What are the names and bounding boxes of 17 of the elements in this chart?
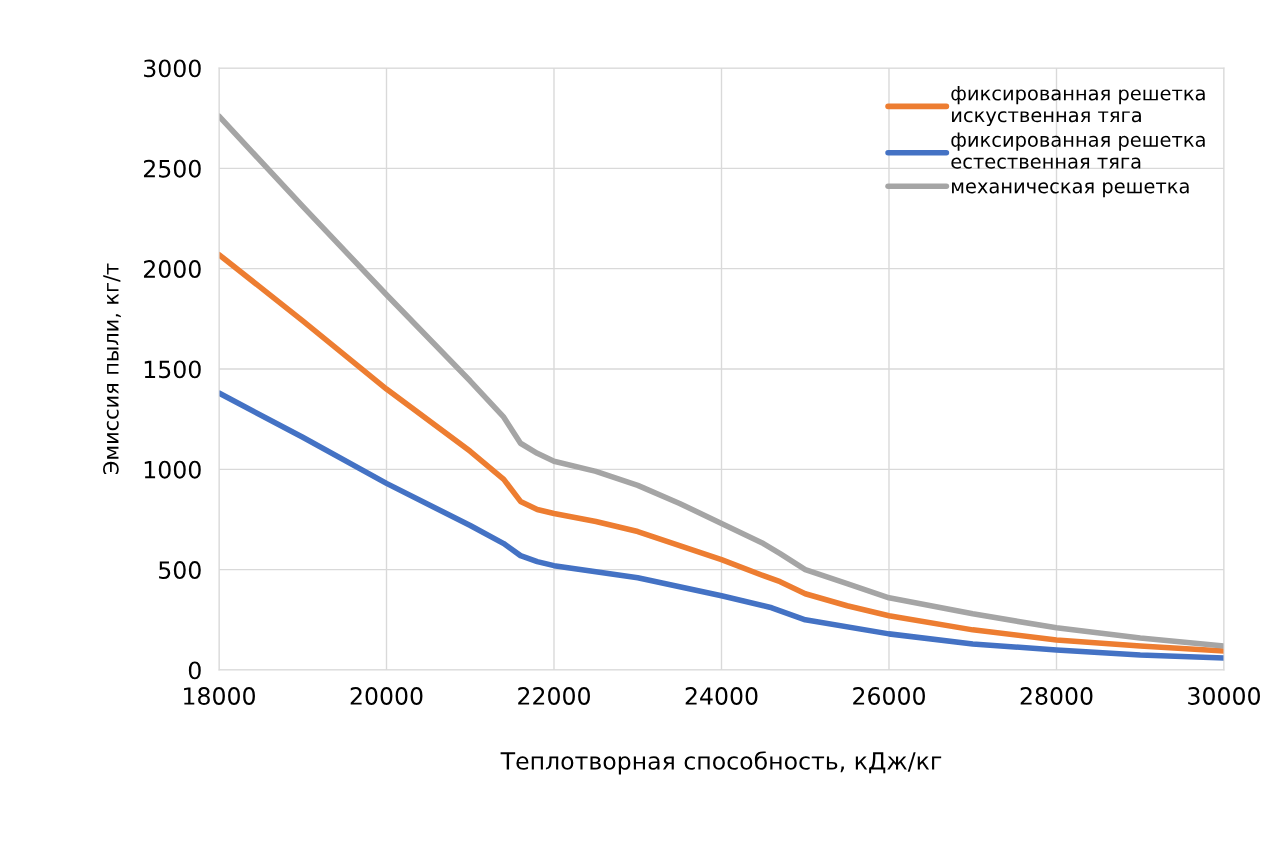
x-tick-label: 22000 bbox=[518, 687, 590, 705]
y-axis-title: Эмиссия пыли, кг/т bbox=[103, 263, 121, 474]
x-tick-label: 26000 bbox=[853, 687, 925, 705]
x-tick-label: 20000 bbox=[350, 687, 423, 705]
y-tick-label: 0 bbox=[188, 661, 201, 680]
legend-label: механическая решетка bbox=[952, 182, 1189, 198]
x-tick-label: 24000 bbox=[685, 687, 758, 705]
x-tick-label: 28000 bbox=[1020, 687, 1093, 705]
y-tick-label: 1000 bbox=[144, 460, 201, 479]
y-tick-label: 2000 bbox=[143, 260, 201, 278]
y-tick-label: 500 bbox=[159, 561, 201, 579]
y-tick-label: 1500 bbox=[144, 360, 201, 379]
y-tick-label: 3000 bbox=[144, 59, 201, 78]
x-tick-label: 18000 bbox=[184, 687, 255, 705]
x-axis-title: Теплотворная способность, кДж/кг bbox=[500, 751, 942, 775]
x-tick-label: 30000 bbox=[1188, 687, 1260, 705]
y-tick-label: 2500 bbox=[143, 159, 201, 178]
